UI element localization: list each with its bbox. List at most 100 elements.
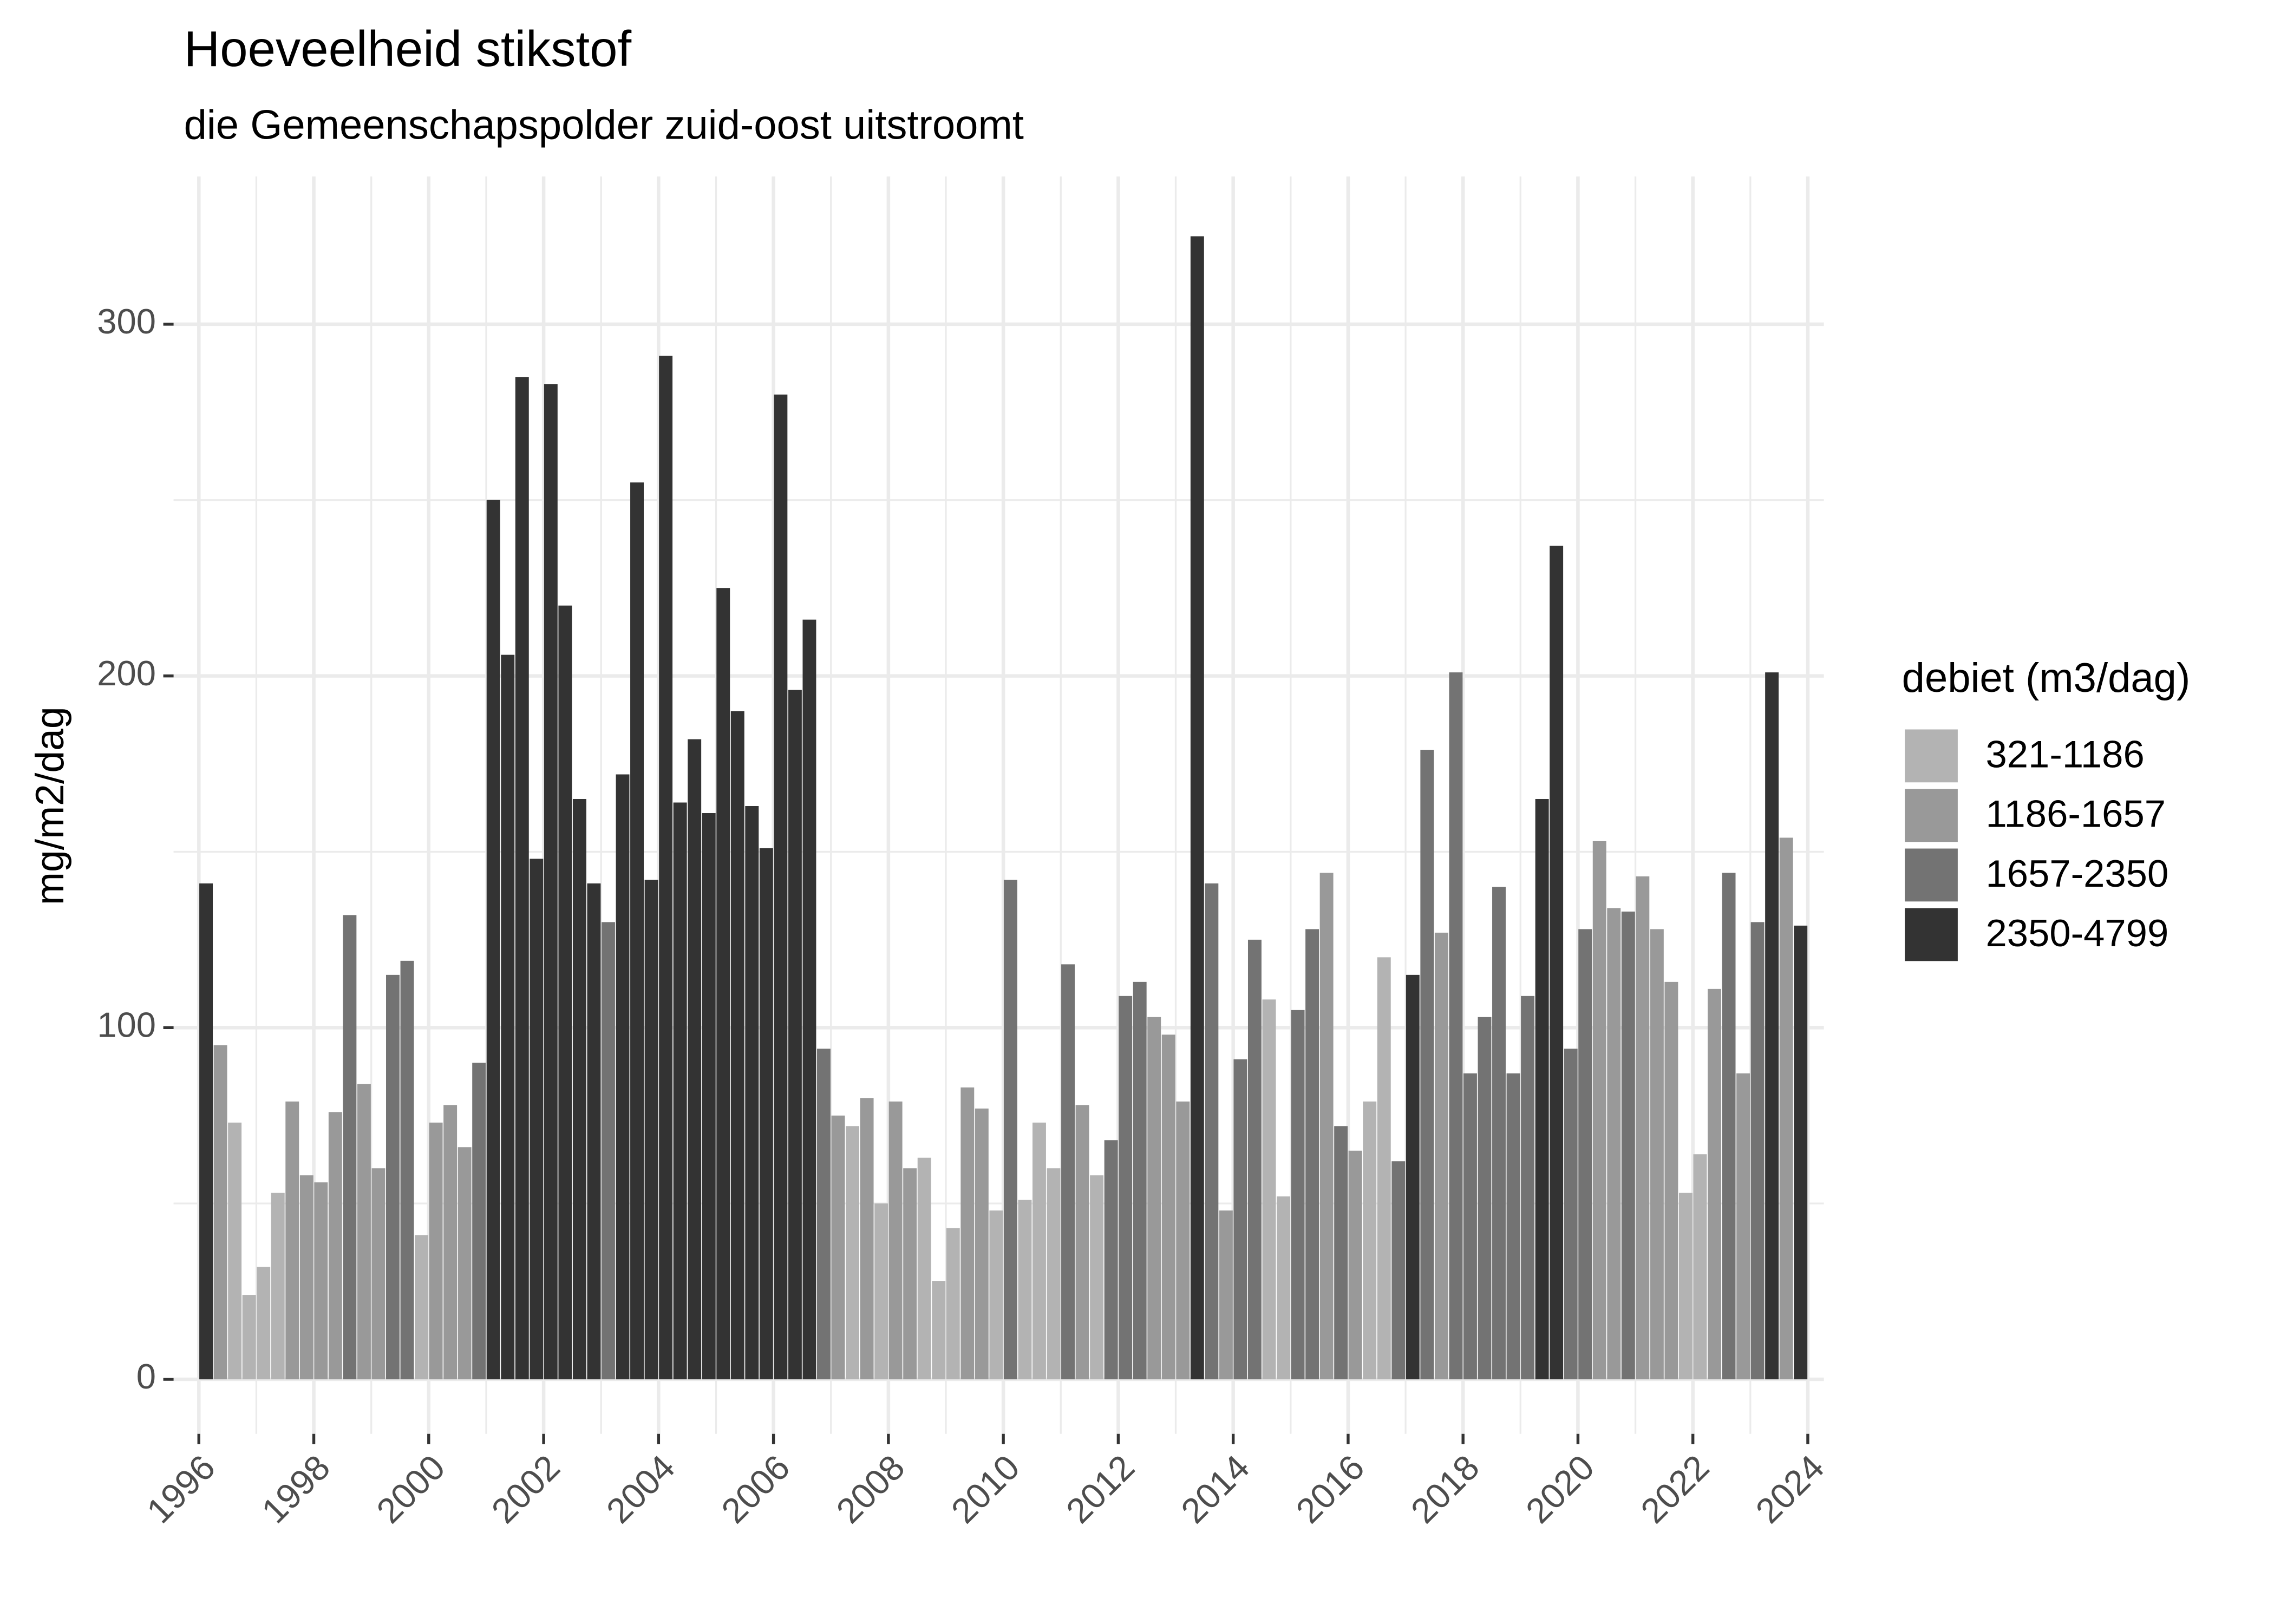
bar [343,915,357,1380]
bar [1492,887,1506,1380]
bar [1449,672,1463,1380]
bar [616,774,630,1380]
bar [1018,1200,1032,1380]
bar [199,883,213,1380]
bar [1463,1073,1477,1380]
bar [1779,837,1793,1380]
bar [759,848,773,1380]
bar [415,1235,429,1380]
bar [688,739,702,1380]
bar [1119,996,1133,1380]
bar [1722,873,1736,1380]
bar [1391,1161,1406,1380]
bar [673,802,687,1380]
bar [328,1112,342,1380]
bar [228,1122,242,1380]
bar [1363,1101,1377,1380]
bar [429,1122,443,1380]
bar [989,1210,1003,1380]
bar [1550,546,1564,1380]
bar [846,1126,860,1380]
bar [1650,929,1664,1380]
bar [1104,1140,1118,1380]
bar [544,384,558,1380]
legend-label: 321-1186 [1986,733,2145,776]
chart-subtitle: die Gemeenschapspolder zuid-oost uitstro… [184,102,1024,148]
bar [1219,1210,1233,1380]
bar [816,1049,831,1380]
bar [1636,876,1650,1380]
bar [1794,925,1808,1380]
bar [1305,929,1319,1380]
bar [1736,1073,1750,1380]
legend-swatch [1905,848,1958,902]
bar [1578,929,1592,1380]
bar [730,711,744,1380]
bar [1693,1154,1707,1380]
bar [458,1147,472,1380]
y-tick-label: 200 [97,653,156,693]
bar [1521,996,1535,1380]
bar [802,619,816,1380]
bar [788,690,802,1380]
bar [572,798,586,1380]
bar [314,1182,328,1380]
y-tick-label: 0 [136,1357,156,1396]
bar [1434,932,1448,1380]
bar [1147,1017,1161,1380]
bar [1176,1101,1190,1380]
bar [213,1045,227,1380]
bar [257,1267,271,1380]
bar [1478,1017,1492,1380]
bar [1750,922,1765,1380]
bar [486,500,500,1380]
bars [199,236,1808,1380]
legend-swatch [1905,908,1958,961]
bar [400,960,414,1380]
bar [644,880,658,1380]
legend-label: 1186-1657 [1986,793,2166,835]
legend-swatch [1905,729,1958,783]
bar [1535,798,1549,1380]
bar [1678,1193,1693,1380]
bar [1247,939,1262,1380]
bar [443,1105,458,1380]
legend: 321-1186 1186-1657 1657-2350 2350-4799 [1905,729,2168,961]
bar [1348,1150,1362,1380]
bar [1061,964,1075,1380]
bar [558,605,572,1380]
bar [917,1157,931,1380]
bar [1708,988,1721,1380]
bar [299,1175,313,1380]
chart-title: Hoeveelheid stikstof [184,21,632,77]
bar [1564,1049,1578,1380]
bar [630,482,644,1380]
legend-label: 1657-2350 [1986,852,2169,895]
bar [1161,1034,1175,1380]
bar [602,922,615,1380]
bar [1233,1059,1247,1380]
bar [960,1087,975,1380]
bar [1506,1073,1520,1380]
bar [1406,974,1420,1380]
bar [860,1098,874,1380]
bar [774,394,788,1380]
bar [386,974,400,1380]
y-tick-label: 300 [97,302,156,341]
bar [1277,1196,1290,1380]
y-tick-label: 100 [97,1005,156,1045]
bar [946,1228,960,1380]
bar [1765,672,1779,1380]
bar [1090,1175,1104,1380]
bar [242,1295,256,1380]
bar [1621,911,1635,1380]
y-axis-label: mg/m2/dag [28,706,72,905]
bar [1664,981,1678,1380]
bar [501,654,515,1380]
bar [702,813,716,1380]
bar [472,1063,486,1380]
legend-swatch [1905,789,1958,842]
bar [1133,981,1147,1380]
